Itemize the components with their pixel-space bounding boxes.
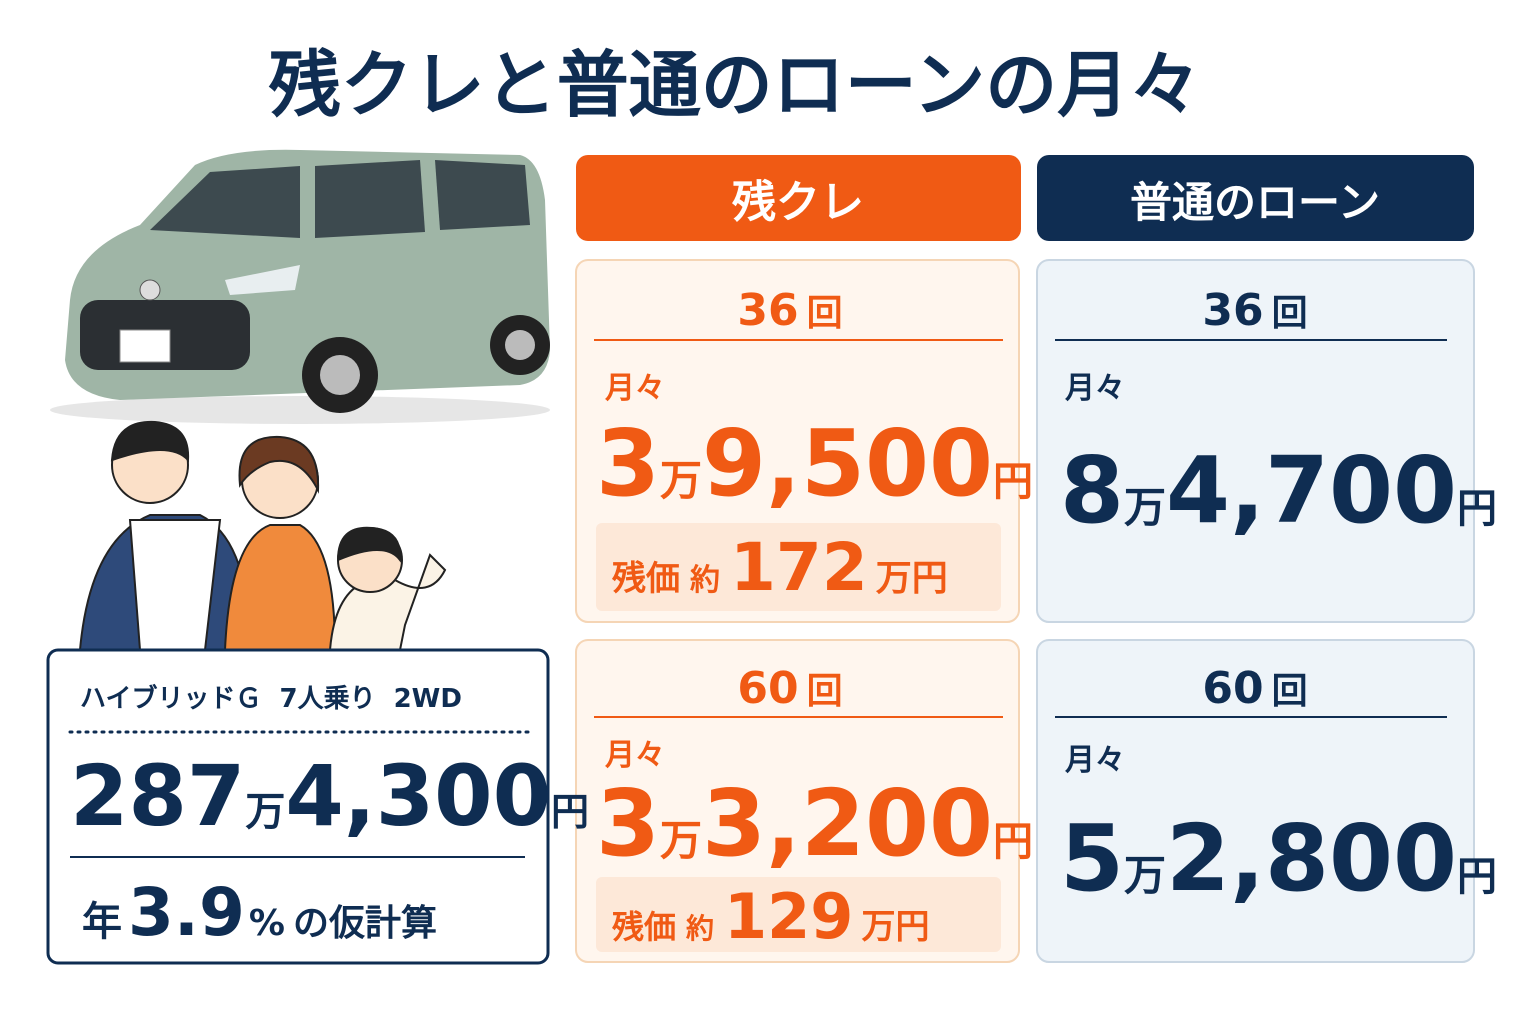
- residual-label: 残価: [611, 559, 680, 599]
- rate-unit: %: [249, 903, 285, 944]
- monthly-amount: 3万9,500円: [596, 410, 1033, 517]
- amount-part: 4,700: [1166, 437, 1457, 544]
- amount-part: 3: [596, 410, 660, 517]
- vehicle-spec: ハイブリッドＧ 7人乗り 2WD: [80, 683, 462, 714]
- price-unit: 万: [245, 789, 285, 835]
- family-illustration: [78, 420, 447, 651]
- residual-amount: 129: [724, 880, 853, 953]
- rate-prefix: 年: [82, 899, 122, 945]
- monthly-label: 月々: [605, 738, 665, 773]
- residual-box: [596, 877, 1001, 952]
- term-number: 60: [1202, 663, 1263, 714]
- amount-part: 3,200: [702, 770, 993, 877]
- monthly-amount: 8万4,700円: [1060, 437, 1497, 544]
- zankure-header-box: [576, 155, 1021, 241]
- price-part: 4,300: [285, 747, 551, 845]
- amount-part: 8: [1060, 437, 1124, 544]
- term-number: 36: [737, 285, 798, 336]
- residual-approx: 約: [690, 563, 720, 598]
- term-unit: 回: [807, 671, 843, 712]
- amount-unit: 万: [1124, 483, 1166, 532]
- term-number: 60: [737, 663, 798, 714]
- amount-unit: 円: [993, 819, 1033, 865]
- interest-rate: 年3.9% の仮計算: [82, 874, 437, 951]
- monthly-amount: 5万2,800円: [1060, 805, 1497, 912]
- vehicle-price: 287万4,300円: [70, 747, 589, 845]
- amount-part: 3: [596, 770, 660, 877]
- drive: 2WD: [394, 684, 462, 714]
- residual-label: 残価: [611, 908, 676, 946]
- residual-unit: 万円: [876, 558, 948, 599]
- residual-amount: 172: [730, 529, 868, 606]
- monthly-label: 月々: [605, 371, 665, 406]
- residual: 残価約 172 万円: [611, 529, 948, 606]
- column-header: 普通のローン: [1130, 178, 1380, 227]
- column-header: 残クレ: [731, 177, 864, 228]
- amount-unit: 万: [660, 456, 702, 505]
- title: 残クレと普通のローンの月々: [268, 43, 1201, 127]
- rate-suffix: の仮計算: [293, 903, 437, 944]
- amount-part: 9,500: [702, 410, 993, 517]
- monthly-amount: 3万3,200円: [596, 770, 1033, 877]
- term-unit: 回: [1272, 671, 1308, 712]
- price-unit: 円: [551, 790, 589, 834]
- term-number: 36: [1202, 285, 1263, 336]
- amount-unit: 万: [1124, 851, 1166, 900]
- loan-header-box: [1037, 155, 1474, 241]
- term: 36 回: [1202, 285, 1307, 336]
- amount-unit: 円: [1457, 486, 1497, 532]
- amount-part: 2,800: [1166, 805, 1457, 912]
- spec-box: [46, 648, 550, 965]
- term: 60 回: [737, 663, 842, 714]
- amount-unit: 円: [1457, 854, 1497, 900]
- residual: 残価約 129 万円: [611, 880, 929, 953]
- monthly-label: 月々: [1065, 371, 1125, 406]
- car-illustration: [50, 149, 550, 424]
- plan-panel: [1036, 259, 1475, 623]
- rate-value: 3.9: [128, 874, 245, 951]
- term: 36 回: [737, 285, 842, 336]
- grade: ハイブリッドＧ: [80, 683, 261, 714]
- plan-panel: [1036, 639, 1475, 963]
- residual-box: [596, 523, 1001, 611]
- term-unit: 回: [807, 293, 843, 334]
- seats: 7人乗り: [279, 684, 375, 714]
- residual-approx: 約: [685, 912, 714, 945]
- price-part: 287: [70, 747, 245, 845]
- amount-part: 5: [1060, 805, 1124, 912]
- amount-unit: 万: [660, 816, 702, 865]
- residual-unit: 万円: [861, 907, 929, 947]
- monthly-label: 月々: [1065, 743, 1125, 778]
- amount-unit: 円: [993, 459, 1033, 505]
- term-unit: 回: [1272, 293, 1308, 334]
- term: 60 回: [1202, 663, 1307, 714]
